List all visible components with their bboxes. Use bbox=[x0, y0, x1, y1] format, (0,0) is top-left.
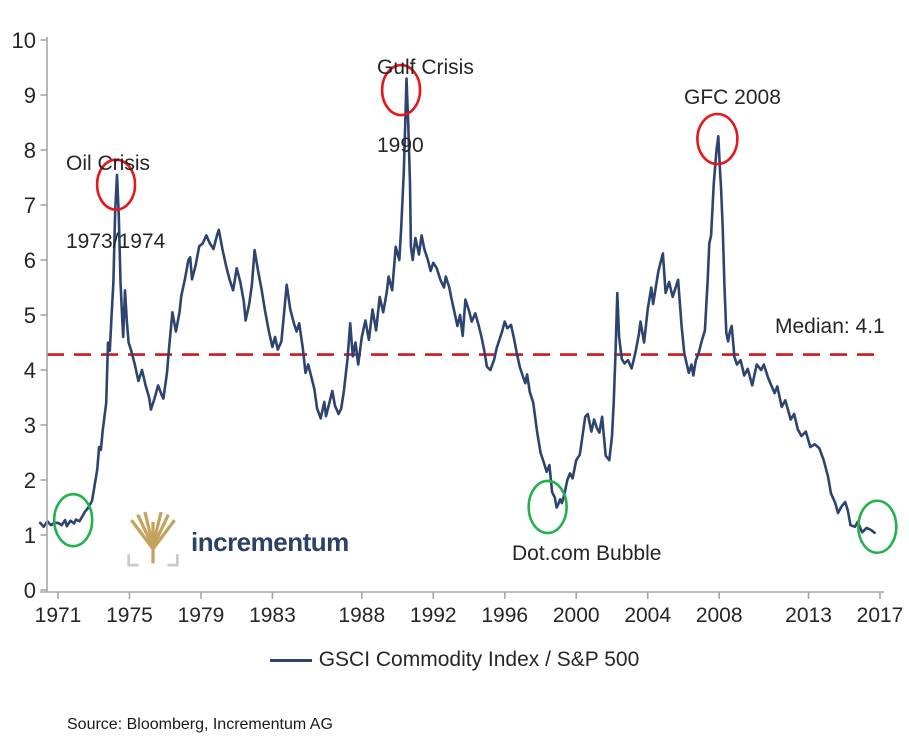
annotation-gulf-crisis-line2: 1990 bbox=[377, 134, 424, 157]
y-tick-label: 3 bbox=[24, 413, 36, 438]
plot-area bbox=[38, 63, 898, 555]
x-tick-label: 1971 bbox=[35, 604, 82, 627]
y-tick-label: 7 bbox=[24, 193, 36, 218]
x-tick-label: 1983 bbox=[249, 604, 296, 627]
x-tick-label: 2000 bbox=[553, 604, 600, 627]
incrementum-tree-icon bbox=[127, 511, 179, 567]
y-tick-label: 6 bbox=[24, 248, 36, 273]
x-tick-label: 2008 bbox=[696, 604, 743, 627]
ratio-line-chart: 0 1 2 3 4 5 6 7 8 9 10 1971 1975 1979 1983 1988 1992 1996… bbox=[12, 28, 904, 627]
legend-line-swatch bbox=[269, 658, 312, 662]
annotation-gulf-crisis-line1: Gulf Crisis bbox=[377, 56, 474, 79]
x-tick-label: 2017 bbox=[857, 604, 904, 627]
x-tick-label: 1988 bbox=[338, 604, 385, 627]
start-trough-ellipse bbox=[52, 492, 94, 548]
y-tick-label: 2 bbox=[24, 468, 36, 493]
axis-ticks: 0 1 2 3 4 5 6 7 8 9 10 1971 1975 1979 1983 1988 1992 1996… bbox=[12, 28, 904, 627]
y-tick-label: 0 bbox=[24, 578, 36, 603]
gulf-crisis-peak-circle bbox=[380, 63, 422, 117]
annotation-gfc-2008: GFC 2008 bbox=[684, 86, 781, 109]
x-tick-label: 2013 bbox=[785, 604, 832, 627]
y-tick-label: 4 bbox=[24, 358, 36, 383]
legend-series-label: GSCI Commodity Index / S&P 500 bbox=[318, 648, 640, 671]
annotation-dotcom-bubble: Dot.com Bubble bbox=[512, 542, 662, 565]
y-tick-label: 1 bbox=[24, 523, 36, 548]
incrementum-logo: incrementum bbox=[126, 509, 349, 569]
gsci-sp500-ratio-line bbox=[38, 77, 876, 535]
chart-legend: GSCI Commodity Index / S&P 500 bbox=[0, 648, 909, 672]
annotation-gulf-crisis: Gulf Crisis 1990 bbox=[377, 3, 474, 211]
gfc-peak-circle bbox=[696, 112, 739, 166]
end-trough-ellipse bbox=[857, 499, 898, 555]
dotcom-trough-ellipse bbox=[527, 479, 568, 535]
y-tick-label: 9 bbox=[24, 83, 36, 108]
source-attribution: Source: Bloomberg, Incrementum AG bbox=[67, 716, 333, 733]
annotation-oil-crisis-line1: Oil Crisis bbox=[66, 152, 150, 175]
oil-crisis-peak-circle bbox=[95, 158, 137, 211]
y-tick-label: 10 bbox=[12, 28, 36, 53]
x-tick-label: 1975 bbox=[106, 604, 153, 627]
annotation-oil-crisis-line2: 1973/1974 bbox=[66, 230, 166, 253]
x-tick-label: 1996 bbox=[481, 604, 528, 627]
y-tick-label: 5 bbox=[24, 303, 36, 328]
annotation-oil-crisis: Oil Crisis 1973/1974 bbox=[66, 99, 165, 307]
annotation-median-value: Median: 4.1 bbox=[775, 315, 885, 338]
incrementum-logo-text: incrementum bbox=[191, 526, 349, 557]
x-tick-label: 1979 bbox=[178, 604, 225, 627]
x-tick-label: 2004 bbox=[624, 604, 671, 627]
y-tick-label: 8 bbox=[24, 138, 36, 163]
x-tick-label: 1992 bbox=[410, 604, 457, 627]
